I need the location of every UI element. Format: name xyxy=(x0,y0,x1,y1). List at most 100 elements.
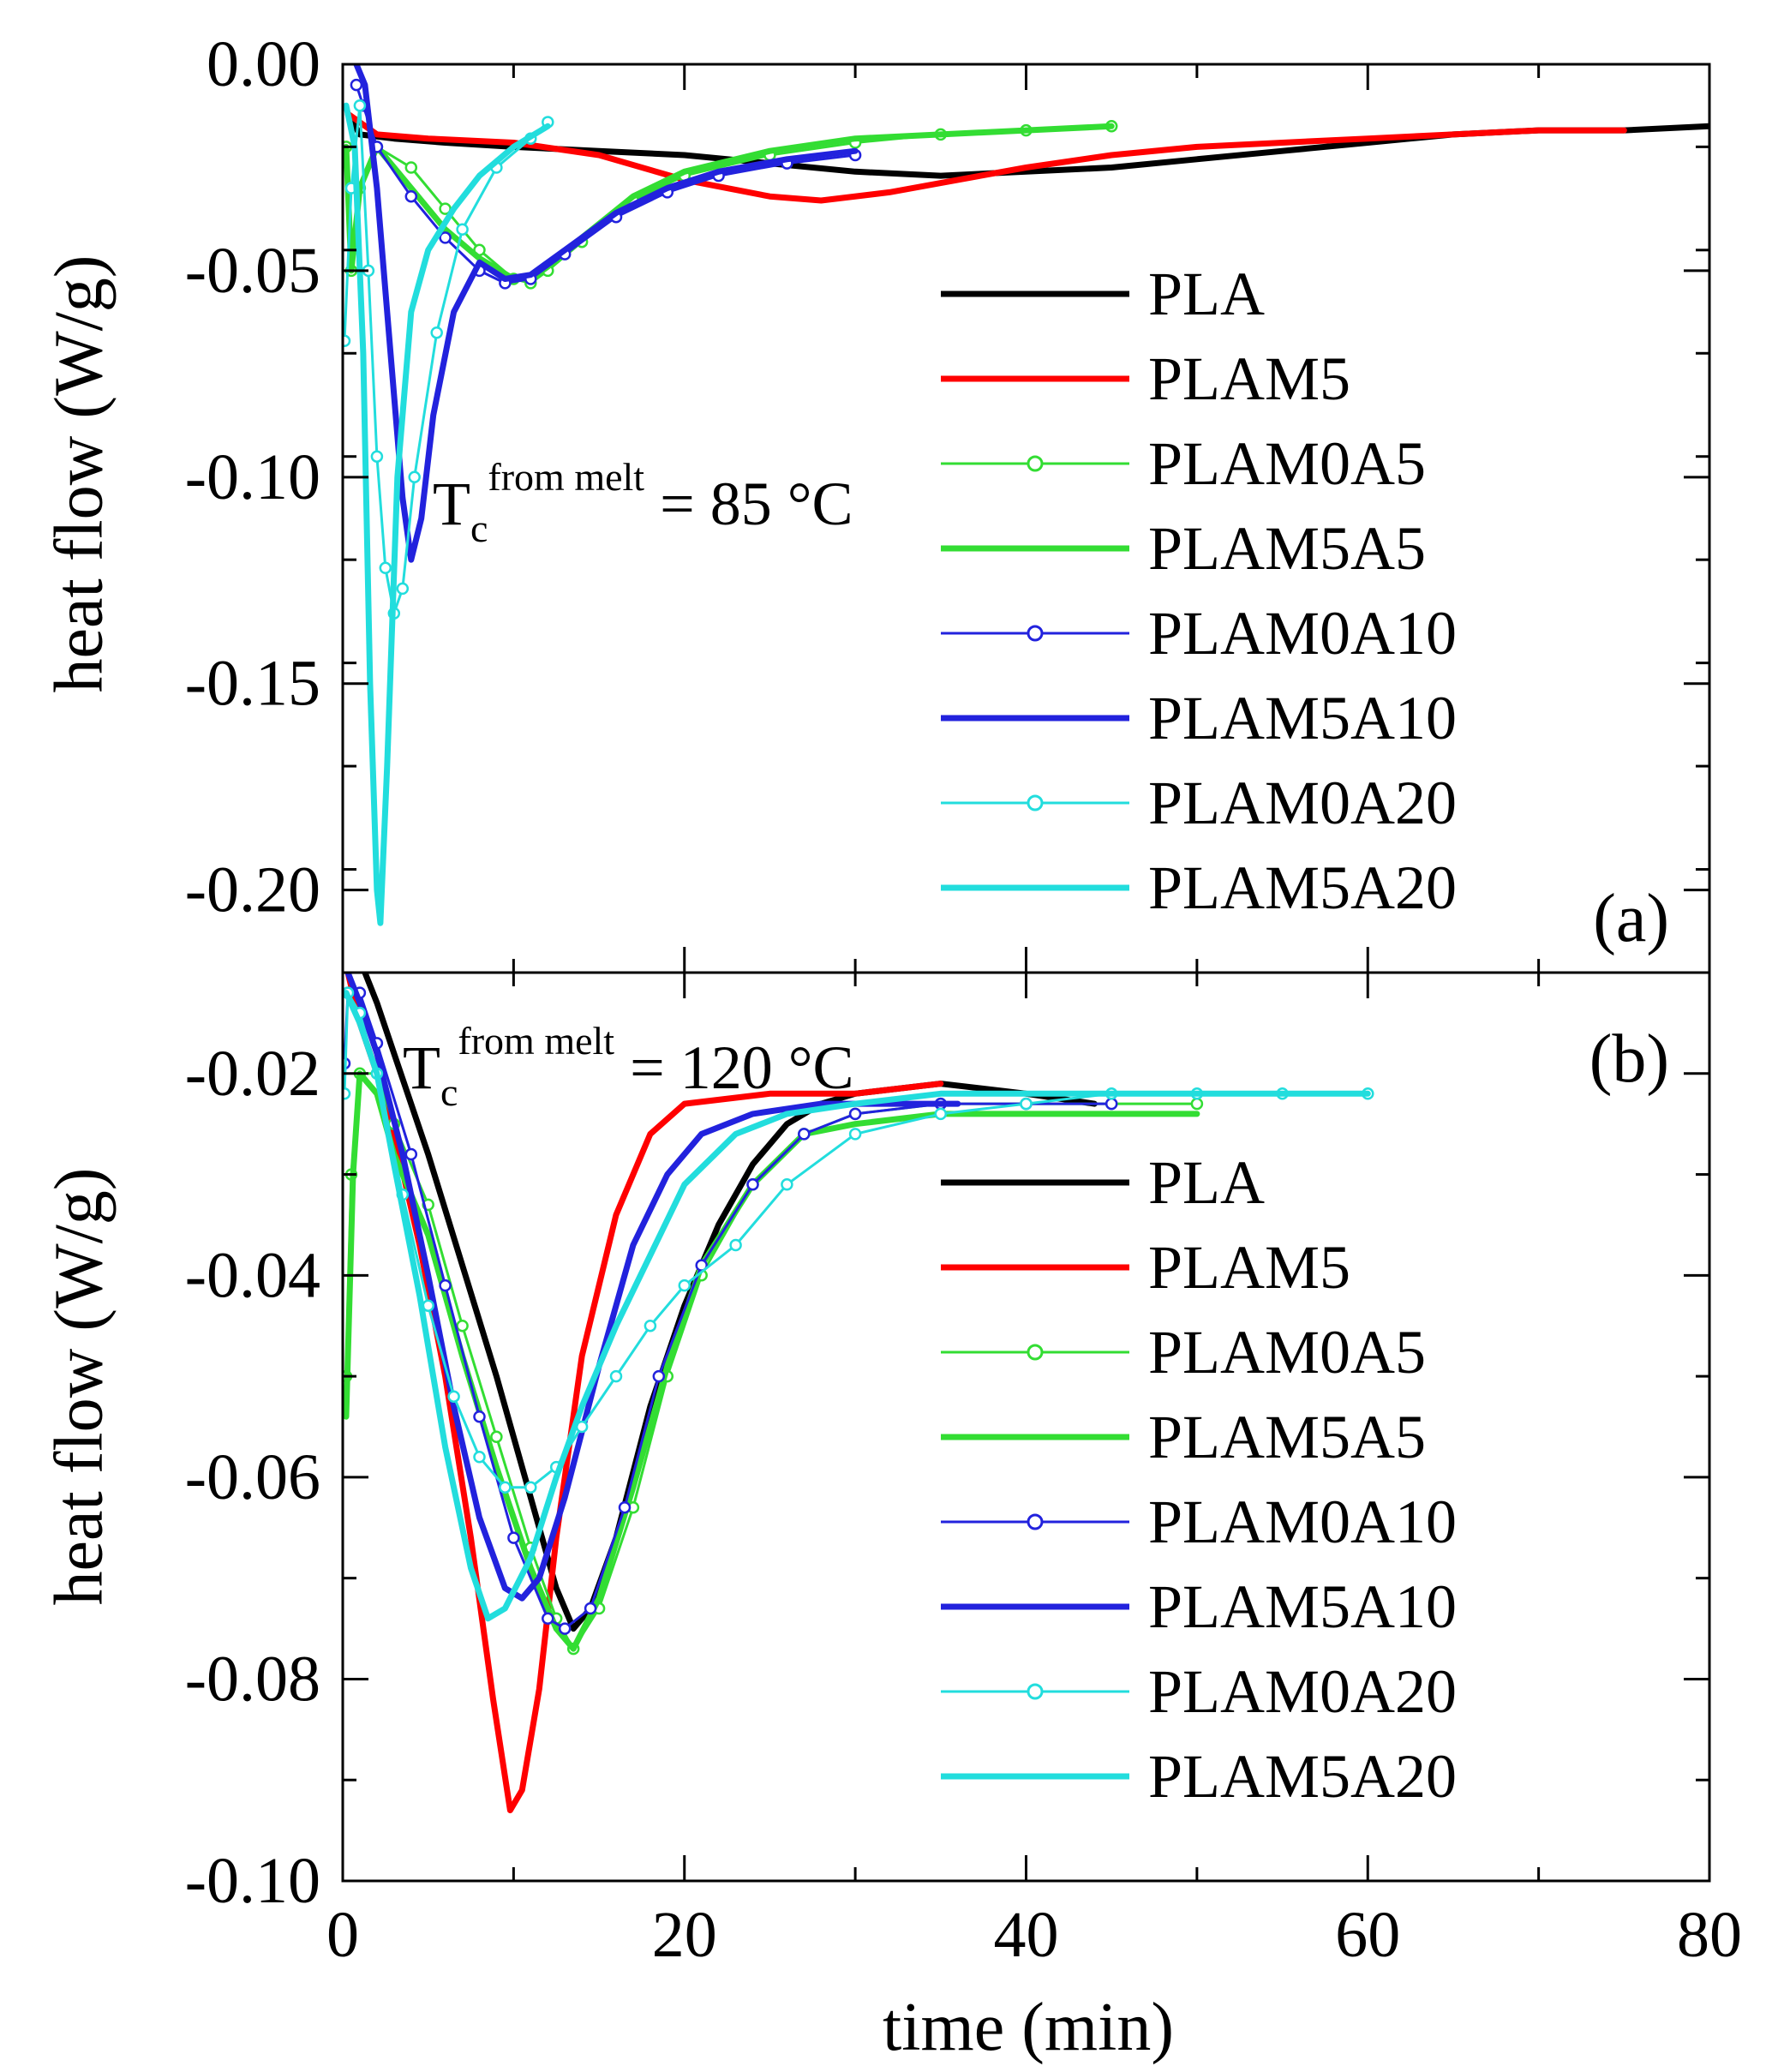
data-point-plam0a20 xyxy=(644,1319,657,1332)
series-line-plam0a5 xyxy=(344,124,1112,284)
data-point-plam0a20 xyxy=(848,1128,862,1141)
series-plam5a20 xyxy=(343,990,1371,1622)
legend-label-pla: PLA xyxy=(1148,1148,1265,1217)
legend-entry-plam0a5: PLAM0A5 xyxy=(941,1318,1426,1386)
legend-label-plam5a5: PLAM5A5 xyxy=(1148,1403,1426,1471)
legend-entry-plam5a10: PLAM5A10 xyxy=(941,1572,1457,1641)
legend-label-plam0a20: PLAM0A20 xyxy=(1148,769,1457,837)
data-point-plam0a20 xyxy=(781,1178,793,1191)
data-point-plam0a5 xyxy=(456,1319,469,1332)
y-tick-label: 0.00 xyxy=(207,28,320,100)
data-point-plam0a10 xyxy=(1105,1097,1118,1111)
annotation-b-value: = 120 °C xyxy=(630,1033,853,1102)
legend-entry-plam5a10: PLAM5A10 xyxy=(941,684,1457,752)
legend-entry-plam0a10: PLAM0A10 xyxy=(941,1488,1457,1556)
data-point-plam0a20 xyxy=(1020,1097,1033,1111)
data-point-plam0a20 xyxy=(343,1087,351,1100)
panel-label-a: (a) xyxy=(1593,881,1669,956)
legend-label-plam5: PLAM5 xyxy=(1148,1233,1350,1302)
data-point-plam0a10 xyxy=(746,1178,759,1191)
y-tick-label: -0.06 xyxy=(185,1441,320,1513)
series-line-plam0a10 xyxy=(355,84,856,284)
data-point-plam0a10 xyxy=(848,1107,862,1121)
y-tick-label: -0.15 xyxy=(185,648,320,720)
data-point-plam0a10 xyxy=(542,1612,554,1626)
data-point-plam0a20 xyxy=(353,99,367,112)
legend-label-plam5a5: PLAM5A5 xyxy=(1148,514,1426,583)
y-axis-title-b: heat flow (W/g) xyxy=(41,1168,117,1606)
x-tick-label: 60 xyxy=(1335,1899,1400,1971)
y-tick-label: -0.08 xyxy=(185,1643,320,1715)
plot-area-a: 0.00 -0.05 -0.10 -0.15 -0.20 xyxy=(185,28,1711,974)
series-line-plam5a10 xyxy=(353,64,859,563)
legend-marker-plam0a5 xyxy=(1027,1344,1044,1361)
series-plam5 xyxy=(344,973,944,1814)
data-point-plam0a20 xyxy=(343,334,351,348)
legend-entry-plam0a20: PLAM0A20 xyxy=(941,769,1457,837)
legend-entry-plam5: PLAM5 xyxy=(941,344,1350,413)
y-tick-label: -0.05 xyxy=(185,235,320,307)
x-tick-label: 40 xyxy=(994,1899,1059,1971)
data-point-plam0a20 xyxy=(447,1390,460,1403)
legend-marker-plam0a20 xyxy=(1027,794,1044,811)
legend-label-plam5a10: PLAM5A10 xyxy=(1148,684,1457,752)
x-tick-label: 80 xyxy=(1677,1899,1742,1971)
data-point-plam0a5 xyxy=(1190,1097,1204,1111)
annotation-a-value: = 85 °C xyxy=(660,470,853,538)
series-plam5 xyxy=(344,111,1627,204)
annotation-a-superscript: from melt xyxy=(488,455,644,499)
data-point-plam0a10 xyxy=(798,1128,811,1141)
data-point-plam0a20 xyxy=(396,582,410,596)
data-point-plam0a20 xyxy=(430,326,443,339)
legend-marker-plam0a10 xyxy=(1027,625,1044,642)
data-point-plam0a10 xyxy=(404,189,418,203)
annotation-b: Tcfrom melt = 120 °C xyxy=(403,1019,854,1114)
series-plam5a20 xyxy=(343,102,551,926)
legend-label-plam0a10: PLAM0A10 xyxy=(1148,1488,1457,1556)
panel-a: 0.00 -0.05 -0.10 -0.15 -0.20 heat flow (W/g)… xyxy=(41,28,1711,974)
legend-entry-plam5a20: PLAM5A20 xyxy=(941,853,1457,922)
y-tick-label: -0.20 xyxy=(185,854,320,926)
series-line-plam5 xyxy=(344,111,1627,204)
legend-marker-plam0a10 xyxy=(1027,1513,1044,1530)
data-point-plam0a20 xyxy=(934,1107,948,1121)
legend-entry-plam5: PLAM5 xyxy=(941,1233,1350,1302)
data-point-plam0a10 xyxy=(507,1531,520,1544)
series-line-plam0a10 xyxy=(343,991,1112,1631)
legend-entry-plam0a20: PLAM0A20 xyxy=(941,1657,1457,1726)
y-tick-label: -0.10 xyxy=(185,441,320,513)
legend-label-plam0a5: PLAM0A5 xyxy=(1148,429,1426,498)
legend-label-plam5a10: PLAM5A10 xyxy=(1148,1572,1457,1641)
y-tick-label: -0.02 xyxy=(185,1038,320,1110)
panel-b: -0.02 -0.04 -0.06 -0.08 -0.100 20 40 60 80 heat … xyxy=(41,971,1742,2065)
data-point-plam0a20 xyxy=(456,223,469,236)
annotation-b-superscript: from melt xyxy=(458,1019,614,1063)
data-point-plam0a20 xyxy=(524,1481,537,1494)
data-point-plam0a10 xyxy=(652,1369,666,1383)
annotation-a-symbol: T xyxy=(433,470,470,538)
legend-label-plam0a5: PLAM0A5 xyxy=(1148,1318,1426,1386)
legend-label-plam5: PLAM5 xyxy=(1148,344,1350,413)
series-line-plam0a20 xyxy=(343,104,549,615)
axes-frame-a xyxy=(341,63,1711,974)
data-point-plam0a10 xyxy=(558,1622,572,1635)
x-tick-label: 0 xyxy=(326,1899,359,1971)
series-line-plam5a20 xyxy=(343,102,551,926)
data-point-plam0a5 xyxy=(490,1430,503,1444)
y-tick-label: -0.10 xyxy=(185,1845,320,1917)
legend-entry-plam5a20: PLAM5A20 xyxy=(941,1742,1457,1811)
data-point-plam0a20 xyxy=(473,1451,486,1464)
annotation-a: Tcfrom melt = 85 °C xyxy=(433,455,853,550)
plot-area-b: -0.02 -0.04 -0.06 -0.08 -0.100 20 40 60 80 xyxy=(185,971,1742,1971)
legend-label-pla: PLA xyxy=(1148,260,1265,328)
y-axis-title-a: heat flow (W/g) xyxy=(41,255,117,693)
data-point-plam0a10 xyxy=(439,231,452,244)
legend-label-plam0a20: PLAM0A20 xyxy=(1148,1657,1457,1726)
panel-label-b: (b) xyxy=(1589,1021,1669,1097)
data-point-plam0a20 xyxy=(499,1481,512,1494)
legend-entry-plam0a5: PLAM0A5 xyxy=(941,429,1426,498)
data-point-plam0a20 xyxy=(408,470,421,484)
legend-entry-plam0a10: PLAM0A10 xyxy=(941,599,1457,668)
legend-label-plam5a20: PLAM5A20 xyxy=(1148,1742,1457,1811)
